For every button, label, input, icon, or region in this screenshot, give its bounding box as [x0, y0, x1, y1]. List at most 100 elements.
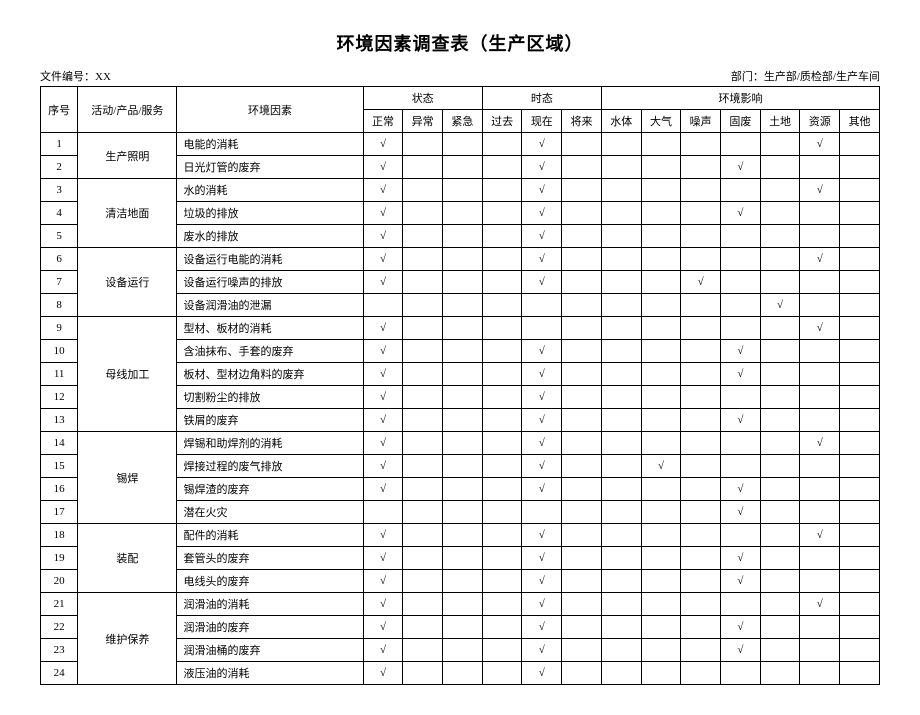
cell-mark	[562, 271, 602, 294]
cell-seq: 19	[41, 547, 78, 570]
cell-mark: √	[363, 386, 403, 409]
cell-mark	[403, 271, 443, 294]
cell-mark	[482, 179, 522, 202]
cell-mark	[601, 593, 641, 616]
cell-mark: √	[363, 271, 403, 294]
cell-mark	[443, 317, 483, 340]
cell-mark	[681, 248, 721, 271]
cell-mark	[641, 570, 681, 593]
cell-mark	[681, 317, 721, 340]
cell-factor: 润滑油的消耗	[177, 593, 363, 616]
table-row: 6设备运行设备运行电能的消耗√√√	[41, 248, 880, 271]
department: 部门：生产部/质检部/生产车间	[731, 68, 880, 84]
cell-mark	[681, 478, 721, 501]
cell-mark	[800, 156, 840, 179]
hdr-tense-group: 时态	[482, 87, 601, 110]
cell-mark	[403, 386, 443, 409]
cell-mark: √	[363, 547, 403, 570]
cell-mark	[760, 639, 800, 662]
cell-mark: √	[721, 570, 761, 593]
cell-mark	[641, 202, 681, 225]
cell-mark	[403, 317, 443, 340]
cell-mark	[641, 662, 681, 685]
cell-mark	[443, 386, 483, 409]
cell-mark	[482, 478, 522, 501]
cell-mark	[482, 501, 522, 524]
cell-mark	[403, 156, 443, 179]
table-body: 1生产照明电能的消耗√√√2日光灯管的废弃√√√3清洁地面水的消耗√√√4垃圾的…	[41, 133, 880, 685]
cell-factor: 型材、板材的消耗	[177, 317, 363, 340]
cell-mark	[403, 524, 443, 547]
cell-factor: 含油抹布、手套的废弃	[177, 340, 363, 363]
cell-mark	[601, 271, 641, 294]
cell-mark	[840, 248, 880, 271]
cell-mark: √	[363, 478, 403, 501]
cell-mark: √	[363, 570, 403, 593]
cell-mark	[681, 432, 721, 455]
cell-factor: 锡焊渣的废弃	[177, 478, 363, 501]
cell-factor: 水的消耗	[177, 179, 363, 202]
cell-mark	[482, 639, 522, 662]
cell-factor: 垃圾的排放	[177, 202, 363, 225]
hdr-state-2: 紧急	[443, 110, 483, 133]
cell-mark: √	[522, 524, 562, 547]
cell-mark	[601, 133, 641, 156]
cell-mark: √	[800, 133, 840, 156]
cell-mark: √	[363, 317, 403, 340]
cell-mark	[403, 409, 443, 432]
cell-mark	[482, 363, 522, 386]
cell-mark: √	[363, 455, 403, 478]
hdr-tense-2: 将来	[562, 110, 602, 133]
cell-mark	[641, 386, 681, 409]
cell-mark	[601, 294, 641, 317]
cell-seq: 9	[41, 317, 78, 340]
cell-mark	[363, 294, 403, 317]
hdr-tense-0: 过去	[482, 110, 522, 133]
cell-factor: 焊锡和助焊剂的消耗	[177, 432, 363, 455]
cell-mark: √	[800, 524, 840, 547]
cell-mark	[601, 363, 641, 386]
cell-factor: 焊接过程的废气排放	[177, 455, 363, 478]
cell-mark	[522, 317, 562, 340]
cell-mark	[403, 593, 443, 616]
cell-mark	[760, 570, 800, 593]
cell-mark	[641, 179, 681, 202]
cell-mark	[681, 386, 721, 409]
cell-mark: √	[363, 363, 403, 386]
cell-mark: √	[522, 409, 562, 432]
cell-mark: √	[641, 455, 681, 478]
cell-activity: 母线加工	[78, 317, 177, 432]
cell-mark	[601, 501, 641, 524]
cell-factor: 套管头的废弃	[177, 547, 363, 570]
cell-mark	[443, 248, 483, 271]
cell-mark	[443, 156, 483, 179]
cell-mark: √	[522, 225, 562, 248]
cell-mark	[562, 432, 602, 455]
cell-factor: 切割粉尘的排放	[177, 386, 363, 409]
cell-mark	[403, 455, 443, 478]
cell-mark	[443, 409, 483, 432]
cell-seq: 2	[41, 156, 78, 179]
cell-mark	[800, 294, 840, 317]
cell-mark: √	[522, 593, 562, 616]
cell-mark	[840, 294, 880, 317]
cell-mark	[562, 294, 602, 317]
cell-mark	[403, 294, 443, 317]
cell-mark	[681, 133, 721, 156]
cell-mark	[760, 593, 800, 616]
hdr-tense-1: 现在	[522, 110, 562, 133]
cell-mark	[403, 616, 443, 639]
cell-mark	[840, 156, 880, 179]
cell-factor: 液压油的消耗	[177, 662, 363, 685]
cell-factor: 日光灯管的废弃	[177, 156, 363, 179]
cell-mark	[443, 478, 483, 501]
cell-mark	[443, 294, 483, 317]
cell-mark	[482, 271, 522, 294]
cell-mark: √	[522, 363, 562, 386]
cell-mark	[641, 340, 681, 363]
cell-mark	[760, 156, 800, 179]
cell-mark	[840, 317, 880, 340]
cell-mark	[641, 317, 681, 340]
cell-mark	[681, 156, 721, 179]
cell-seq: 23	[41, 639, 78, 662]
